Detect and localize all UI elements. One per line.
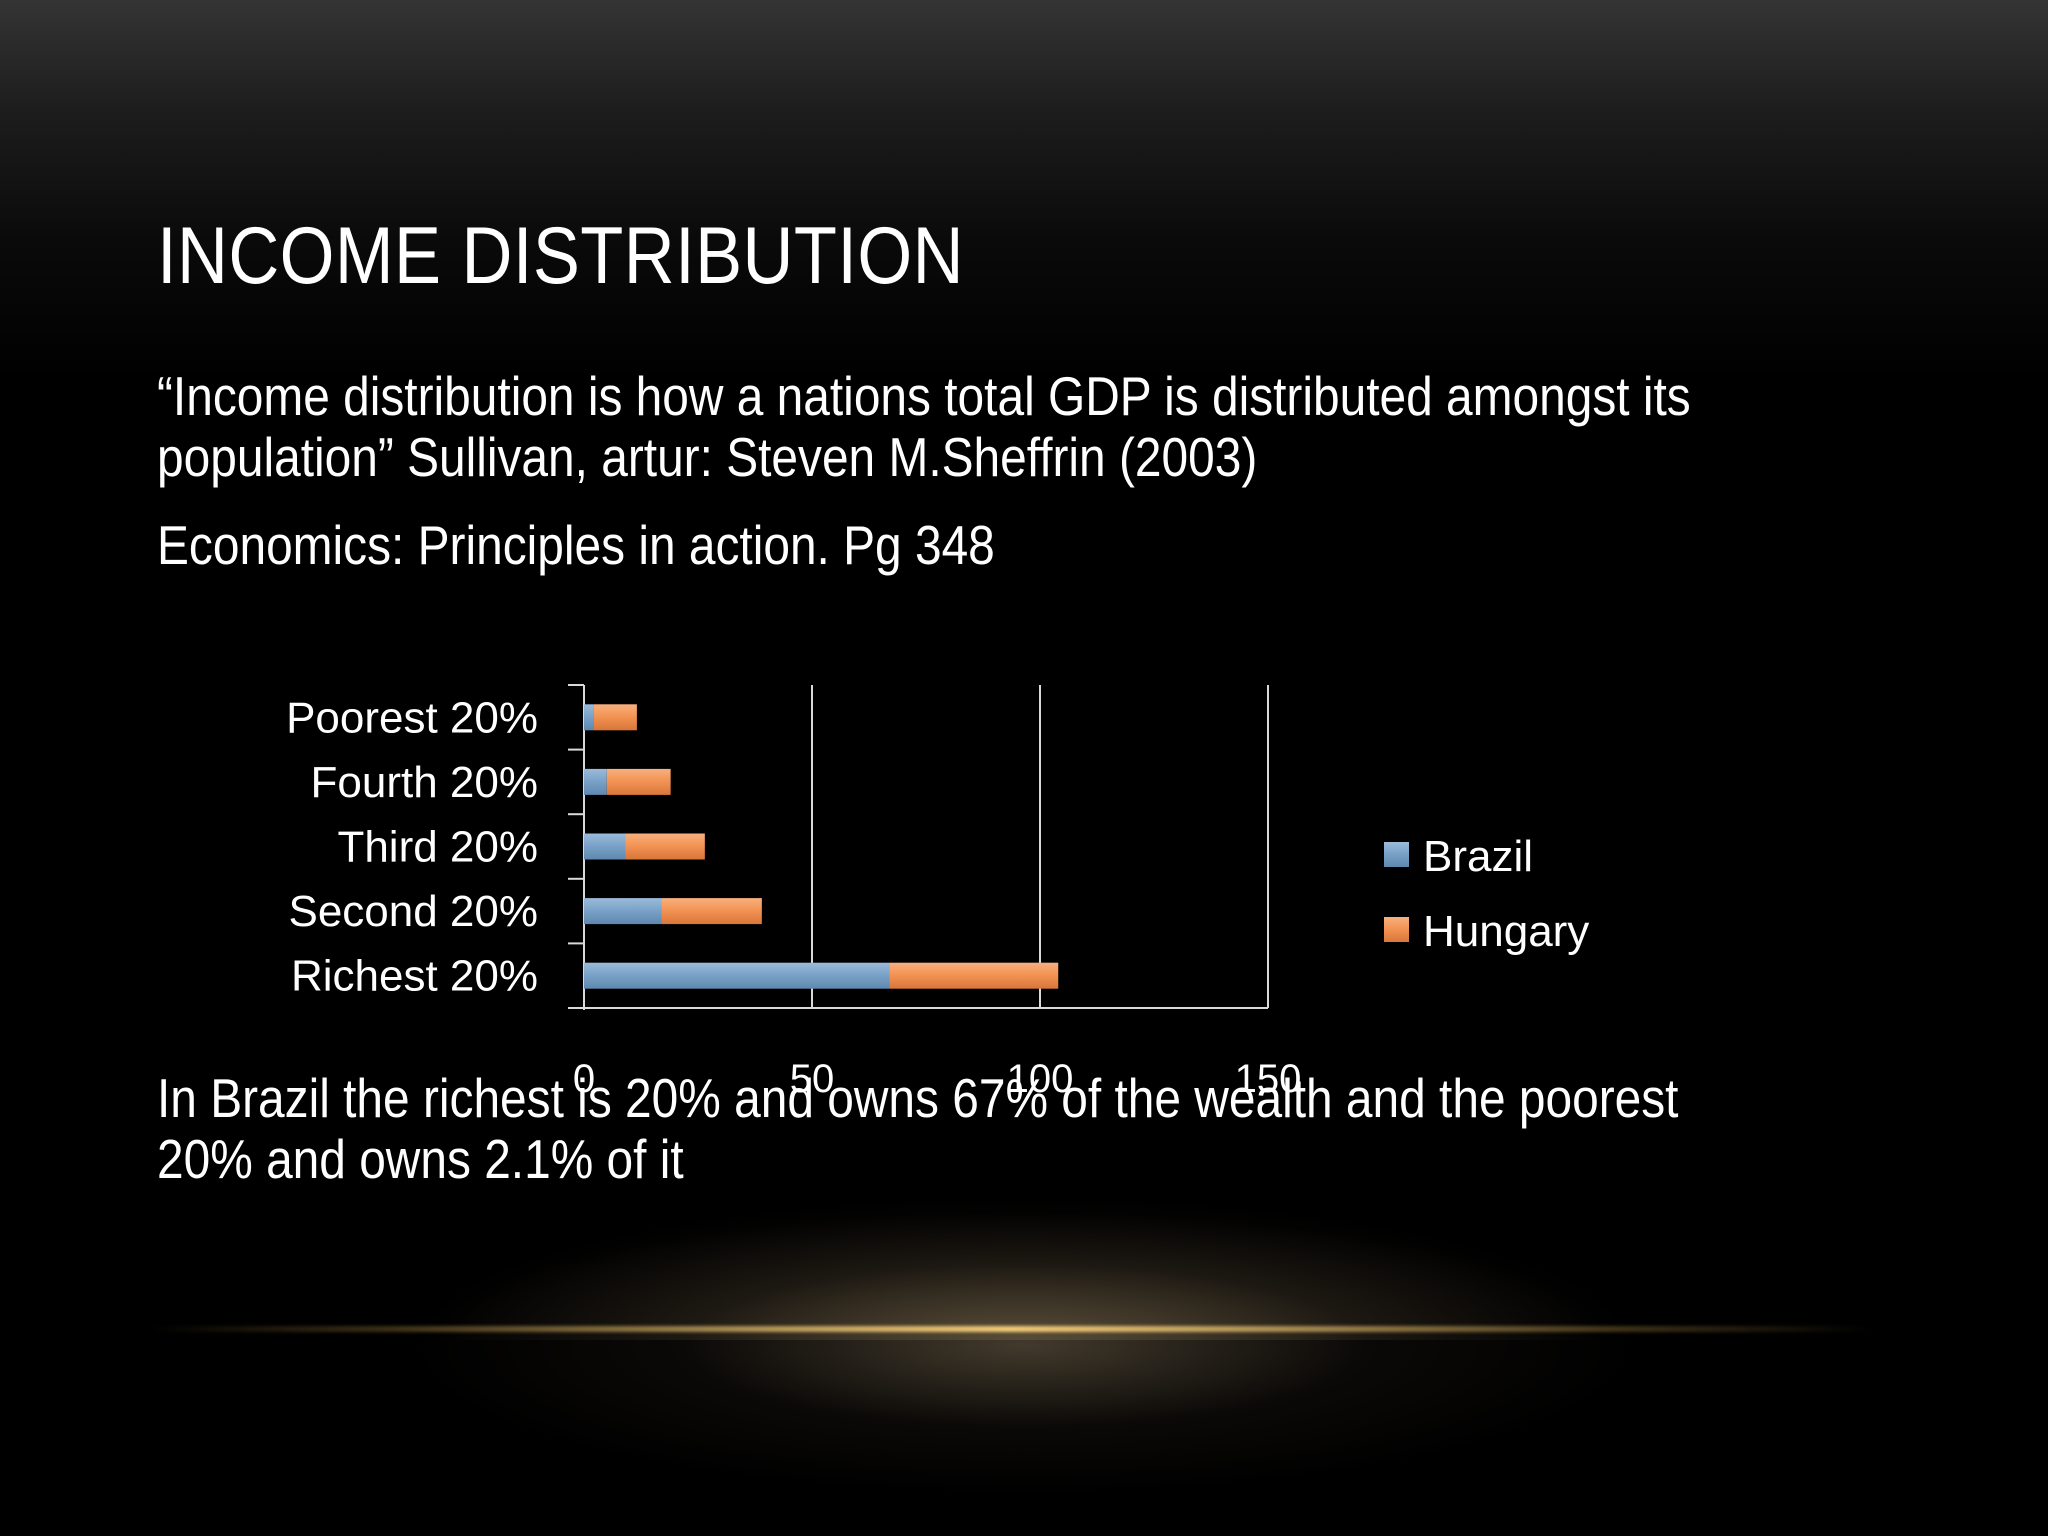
bar-hungary-richest-20 — [889, 962, 1059, 989]
quote-line-2: population” Sullivan, artur: Steven M.Sh… — [157, 426, 1258, 488]
bar-hungary-third-20 — [625, 833, 705, 860]
legend-swatch-brazil — [1384, 842, 1409, 867]
chart-gridlines — [811, 685, 1269, 1008]
summary-line-1: In Brazil the richest is 20% and owns 67… — [157, 1067, 1679, 1129]
bar-brazil-fourth-20 — [584, 768, 607, 795]
bar-brazil-poorest-20 — [584, 704, 594, 731]
x-tick-label-50: 50 — [790, 1057, 835, 1101]
bar-hungary-poorest-20 — [593, 704, 637, 731]
category-label-fourth-20: Fourth 20% — [311, 758, 538, 807]
category-label-poorest-20: Poorest 20% — [286, 693, 538, 742]
bar-hungary-fourth-20 — [606, 768, 671, 795]
bar-brazil-third-20 — [584, 833, 626, 860]
legend-label-brazil: Brazil — [1423, 832, 1533, 881]
category-label-richest-20: Richest 20% — [291, 952, 538, 1001]
source-text: Economics: Principles in action. Pg 348 — [157, 514, 995, 576]
summary-line-2: 20% and owns 2.1% of it — [157, 1128, 684, 1190]
x-tick-label-100: 100 — [1007, 1057, 1074, 1101]
quote-text: “Income distribution is how a nations to… — [157, 366, 1691, 488]
x-tick-label-0: 0 — [573, 1057, 595, 1101]
category-label-second-20: Second 20% — [288, 887, 538, 936]
bar-brazil-richest-20 — [584, 962, 890, 989]
glow-line — [150, 1326, 1870, 1332]
chart-legend: Brazil Hungary — [1384, 832, 1589, 956]
quote-line-1: “Income distribution is how a nations to… — [157, 365, 1691, 427]
summary-text: In Brazil the richest is 20% and owns 67… — [157, 1068, 1678, 1190]
category-label-third-20: Third 20% — [337, 823, 538, 872]
chart-bars — [584, 704, 1059, 989]
bar-hungary-second-20 — [661, 898, 762, 925]
x-tick-label-150: 150 — [1235, 1057, 1302, 1101]
slide-title: INCOME DISTRIBUTION — [157, 211, 964, 301]
x-tick-labels: 0 50 100 150 — [573, 1057, 1302, 1101]
glow-haze — [430, 1210, 1610, 1340]
legend-swatch-hungary — [1384, 917, 1409, 942]
category-labels: Poorest 20% Fourth 20% Third 20% Second 20%… — [286, 693, 538, 1000]
bar-brazil-second-20 — [584, 898, 662, 925]
legend-label-hungary: Hungary — [1423, 907, 1589, 956]
